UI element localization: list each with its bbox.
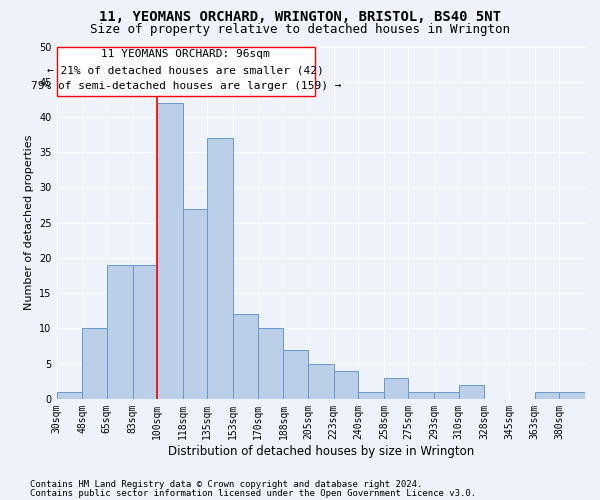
Bar [157,103,183,399]
Text: ← 21% of detached houses are smaller (42): ← 21% of detached houses are smaller (42… [47,65,324,75]
Bar [56,46,315,96]
Bar [82,328,107,399]
Text: 11, YEOMANS ORCHARD, WRINGTON, BRISTOL, BS40 5NT: 11, YEOMANS ORCHARD, WRINGTON, BRISTOL, … [99,10,501,24]
Text: 11 YEOMANS ORCHARD: 96sqm: 11 YEOMANS ORCHARD: 96sqm [101,48,270,58]
Text: 79% of semi-detached houses are larger (159) →: 79% of semi-detached houses are larger (… [31,82,341,92]
Bar [233,314,257,399]
Bar [257,328,283,399]
Y-axis label: Number of detached properties: Number of detached properties [23,135,34,310]
X-axis label: Distribution of detached houses by size in Wrington: Distribution of detached houses by size … [167,444,474,458]
Bar [434,392,458,399]
Bar [308,364,334,399]
Bar [208,138,233,399]
Text: Contains public sector information licensed under the Open Government Licence v3: Contains public sector information licen… [30,489,476,498]
Bar [56,392,82,399]
Bar [535,392,559,399]
Bar [283,350,308,399]
Text: Contains HM Land Registry data © Crown copyright and database right 2024.: Contains HM Land Registry data © Crown c… [30,480,422,489]
Bar [183,208,208,399]
Bar [409,392,434,399]
Bar [334,370,358,399]
Bar [358,392,384,399]
Text: Size of property relative to detached houses in Wrington: Size of property relative to detached ho… [90,22,510,36]
Bar [107,265,133,399]
Bar [559,392,585,399]
Bar [384,378,409,399]
Bar [458,384,484,399]
Bar [133,265,157,399]
